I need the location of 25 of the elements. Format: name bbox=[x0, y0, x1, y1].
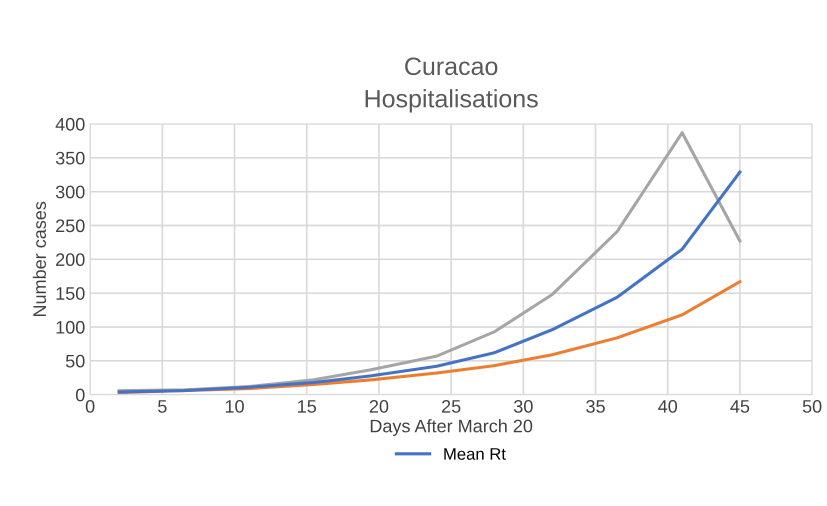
x-tick-label: 45 bbox=[730, 400, 750, 413]
y-tick-label: 200 bbox=[56, 253, 85, 266]
x-tick-label: 0 bbox=[86, 400, 94, 413]
x-tick-label: 35 bbox=[586, 400, 605, 413]
line-series bbox=[117, 170, 742, 394]
x-tick-label: 5 bbox=[158, 400, 167, 413]
x-tick-label: 40 bbox=[658, 400, 678, 413]
x-tick-label: 20 bbox=[370, 400, 388, 413]
y-tick-label: 250 bbox=[56, 219, 85, 232]
chart-title: Curacao Hospitalisations bbox=[366, 57, 538, 112]
y-axis-title: Number cases bbox=[32, 202, 46, 316]
x-tick-label: 30 bbox=[514, 400, 533, 413]
x-axis-title: Days After March 20 bbox=[370, 419, 532, 436]
x-tick-label: 15 bbox=[298, 400, 316, 413]
y-tick-label: 350 bbox=[56, 152, 85, 165]
y-tick-label: 50 bbox=[66, 354, 85, 368]
y-tick-label: 100 bbox=[56, 320, 85, 334]
y-tick-label: 300 bbox=[56, 186, 85, 198]
y-tick-label: 150 bbox=[56, 287, 85, 300]
y-tick-label: 0 bbox=[76, 388, 85, 402]
x-tick-label: 25 bbox=[442, 400, 460, 413]
y-tick-label: 400 bbox=[56, 118, 85, 131]
x-tick-label: 50 bbox=[802, 400, 822, 413]
x-tick-label: 10 bbox=[226, 400, 244, 413]
legend-label: Mean Rt bbox=[444, 448, 506, 460]
